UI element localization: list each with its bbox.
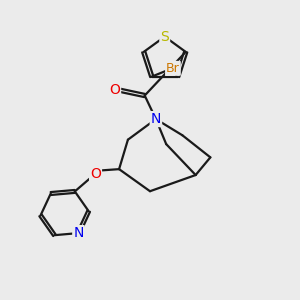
- Text: S: S: [160, 30, 169, 44]
- Text: O: O: [109, 82, 120, 97]
- Text: Br: Br: [166, 62, 180, 75]
- Text: N: N: [73, 226, 84, 240]
- Text: N: N: [151, 112, 161, 126]
- Text: O: O: [90, 167, 101, 181]
